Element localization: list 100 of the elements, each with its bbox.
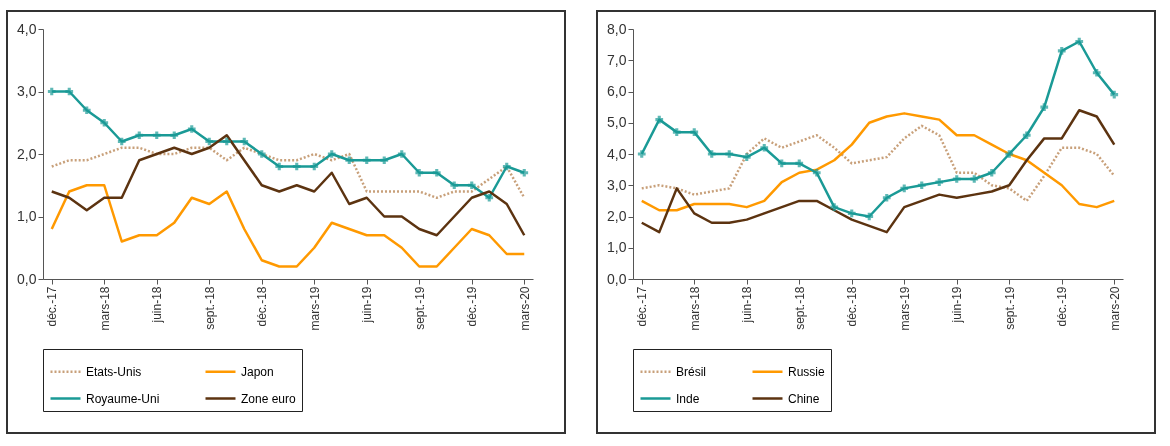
point [485,193,494,202]
point [170,131,179,140]
point [830,203,839,211]
legend-label: Inde [676,391,700,406]
y-tick-label: 2,0 [17,145,37,162]
x-tick-label: déc.-18 [255,286,270,327]
y-tick-label: 4,0 [607,145,627,162]
legend-label: Zone euro [241,391,297,406]
point [450,181,459,190]
point [795,159,804,168]
y-tick-label: 2,0 [607,208,627,224]
point [1057,47,1066,55]
point [1040,103,1049,111]
point [812,168,821,177]
point [917,181,926,190]
point [205,137,214,146]
point [690,128,699,136]
point [135,131,144,140]
x-tick-label: mars-18 [97,286,112,331]
y-tick-label: 1,0 [607,239,627,256]
point [1110,90,1119,99]
point [760,143,769,152]
point [1075,37,1084,46]
y-tick-label: 0,0 [607,270,627,287]
point [310,162,319,171]
y-tick-label: 0,0 [17,270,37,287]
x-tick-label: déc.-19 [465,286,480,327]
point [327,150,336,158]
point [935,178,944,186]
point [362,156,371,165]
point [707,150,716,158]
point [847,209,856,218]
y-tick-label: 3,0 [17,83,37,99]
point [432,168,441,177]
y-tick-label: 6,0 [607,83,627,99]
point [82,106,91,115]
x-tick-label: juin-19 [950,286,965,324]
point [1092,68,1101,77]
legend-label: Brésil [676,364,707,379]
point [275,162,284,171]
x-tick-label: mars-20 [1107,286,1122,331]
point [502,162,511,171]
point [777,159,786,168]
line-series [640,112,1116,212]
x-tick-label: mars-19 [307,286,322,331]
point [117,137,126,146]
point [882,193,891,202]
x-tick-label: déc.-19 [1055,286,1070,327]
point [292,162,301,171]
point [637,150,646,158]
point [952,175,961,183]
point [380,156,389,165]
x-tick-label: sept.-19 [1002,286,1017,330]
point [257,150,266,158]
legend-label: Etats-Unis [86,364,142,379]
y-tick-label: 8,0 [607,20,627,37]
x-tick-label: sept.-19 [412,286,427,330]
legend-label: Chine [788,391,820,406]
point [100,118,109,127]
line-series [640,124,1116,203]
point [187,125,196,133]
point [222,137,231,146]
point [900,184,909,193]
x-tick-label: déc.-18 [845,286,860,327]
x-tick-label: sept.-18 [202,286,217,330]
legend-label: Russie [788,364,826,379]
point [1022,131,1031,140]
point [415,168,424,177]
y-tick-label: 7,0 [607,51,627,68]
point [47,87,56,96]
point [742,153,751,161]
point [865,212,874,221]
x-tick-label: juin-18 [740,286,755,324]
y-tick-label: 3,0 [607,176,627,193]
point [655,115,664,124]
legend-label: Royaume-Uni [86,391,160,406]
x-tick-label: juin-18 [150,286,165,324]
point [1005,150,1014,158]
point [152,131,161,140]
y-tick-label: 5,0 [607,114,627,131]
point [520,168,529,177]
line-series [50,184,526,268]
x-tick-label: mars-20 [517,286,532,331]
y-tick-label: 1,0 [17,208,37,224]
point [725,150,734,158]
x-tick-label: déc.-17 [635,286,650,327]
x-tick-label: mars-19 [897,286,912,331]
point [672,128,681,136]
point [970,175,979,183]
y-tick-label: 4,0 [17,20,37,37]
point [240,137,249,146]
x-tick-label: juin-19 [360,286,375,324]
line-series [50,134,526,237]
point [397,150,406,158]
point [987,168,996,177]
x-tick-label: mars-18 [687,286,702,331]
line-series [640,109,1116,234]
x-tick-label: déc.-17 [45,286,60,327]
point [467,181,476,190]
x-tick-label: sept.-18 [792,286,807,330]
